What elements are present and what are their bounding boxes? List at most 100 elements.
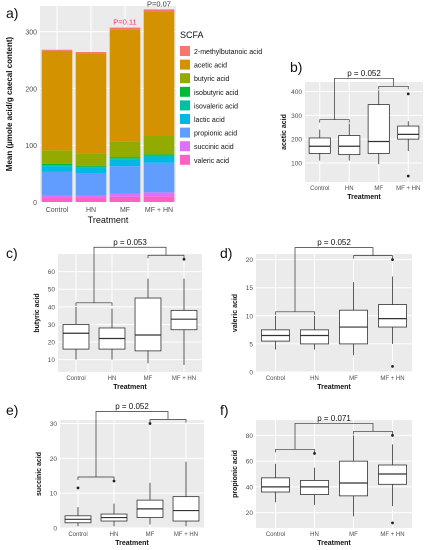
bar-segment-valeric-acid — [143, 196, 175, 202]
bar-segment-2-methylbutanoic-acid — [41, 49, 73, 51]
comparison-bracket-top — [95, 411, 169, 477]
bar-segment-isovaleric-acid — [109, 158, 141, 160]
y-tick-label: 20 — [48, 340, 56, 347]
comparison-bracket — [147, 254, 185, 259]
outlier-point — [182, 257, 186, 261]
y-axis-title: Mean (µmole acid/g caecal content) — [5, 36, 14, 171]
x-tick-label: MF + HN — [174, 532, 198, 538]
legend-swatch — [180, 154, 190, 165]
bar-segment-2-methylbutanoic-acid — [109, 27, 141, 30]
outlier-point — [112, 479, 116, 483]
y-tick-label: 0 — [53, 526, 57, 533]
p-value-annotation: P=0.07 — [147, 0, 171, 8]
legend-entry: acetic acid — [194, 63, 227, 70]
y-tick-label: 0 — [33, 200, 37, 207]
p-value-label: p = 0.071 — [317, 414, 351, 423]
x-tick-label: Control — [46, 207, 69, 214]
outlier-point — [391, 434, 394, 437]
bar-segment-acetic-acid — [75, 53, 107, 154]
box — [378, 464, 407, 485]
legend-entry: isobutyric acid — [194, 90, 238, 97]
bar-segment-lactic-acid — [41, 166, 73, 172]
boxplot-succinic-acid: 0 10 20 30 Control HN MF MF + HN p = 0.052 Treatm… — [36, 402, 204, 547]
bar-segment-succinic-acid — [109, 193, 141, 197]
x-tick-label: HN — [110, 532, 119, 538]
comparison-bracket-top — [294, 423, 374, 450]
bar-segment-butyric-acid — [41, 150, 73, 164]
y-tick-label: 40 — [246, 484, 254, 491]
box — [339, 460, 368, 497]
y-axis-title: acetic acid — [281, 114, 288, 150]
bar-segment-isovaleric-acid — [41, 165, 73, 167]
legend-entry: succinic acid — [194, 144, 234, 151]
bar-segment-2-methylbutanoic-acid — [143, 9, 175, 12]
x-tick-label: Control — [266, 532, 285, 538]
y-tick-label: 10 — [50, 491, 58, 498]
x-axis-title: Treatment — [113, 384, 147, 391]
boxplot-valeric-acid: 0 5 10 15 20 Control HN MF MF + HN p = 0.052 Treat… — [232, 238, 412, 391]
outlier-point — [406, 174, 410, 178]
box — [261, 477, 290, 493]
x-tick-label: MF + HN — [145, 207, 173, 214]
comparison-bracket — [319, 119, 350, 123]
x-tick-label: HN — [86, 207, 96, 214]
y-tick-label: 10 — [48, 357, 56, 364]
x-axis-title: Treatment — [317, 540, 351, 547]
y-tick-label: 30 — [50, 421, 58, 428]
stacked-bar-chart: 0 100 200 300 Control HN MF P=0.11 MF + HN P=0.07… — [5, 0, 262, 225]
y-tick-label: 10 — [246, 313, 254, 320]
bar-segment-acetic-acid — [143, 11, 175, 136]
legend-title: SCFA — [180, 30, 204, 40]
bar-segment-lactic-acid — [75, 167, 107, 174]
comparison-bracket — [275, 449, 315, 453]
outlier-point — [148, 422, 152, 425]
y-tick-label: 60 — [48, 269, 56, 276]
bar-segment-propionic-acid — [143, 162, 175, 193]
x-tick-label: HN — [310, 532, 319, 538]
x-tick-label: MF + HN — [380, 376, 404, 382]
x-axis-title: Treatment — [347, 194, 381, 201]
comparison-bracket — [149, 419, 187, 423]
panel-label-d: d) — [220, 245, 232, 261]
legend-entry: 2-methylbutanoic acid — [194, 49, 262, 56]
bar-segment-valeric-acid — [41, 198, 73, 202]
x-tick-label: HN — [345, 186, 354, 192]
outlier-point — [406, 92, 410, 96]
y-tick-label: 20 — [50, 456, 58, 463]
comparison-bracket — [77, 476, 115, 480]
y-tick-label: 300 — [25, 30, 37, 37]
y-tick-label: 200 — [25, 86, 37, 93]
x-tick-label: Control — [66, 376, 85, 382]
bar-segment-acetic-acid — [41, 50, 73, 151]
x-tick-label: MF — [144, 376, 153, 382]
bar-segment-isobutyric-acid — [143, 154, 175, 156]
y-tick-label: 60 — [246, 459, 254, 466]
x-tick-label: MF — [146, 532, 155, 538]
bar-segment-butyric-acid — [109, 141, 141, 158]
y-tick-label: 400 — [291, 89, 302, 96]
legend-entry: butyric acid — [194, 76, 230, 83]
legend-swatch — [180, 86, 190, 97]
bar-segment-isobutyric-acid — [41, 163, 73, 166]
outlier-point — [76, 486, 80, 490]
y-axis-title: propionic acid — [232, 450, 239, 498]
bar-segment-propionic-acid — [75, 173, 107, 196]
comparison-bracket — [275, 311, 315, 315]
legend-entry: lactic acid — [194, 117, 225, 124]
bar-segment-acetic-acid — [109, 29, 141, 142]
legend-entry: valeric acid — [194, 158, 229, 165]
legend-swatch — [180, 46, 190, 56]
box — [367, 104, 390, 154]
panel-label-e: e) — [6, 402, 18, 418]
x-tick-label: Control — [68, 532, 87, 538]
x-tick-label: HN — [108, 376, 117, 382]
bar-segment-valeric-acid — [75, 198, 107, 202]
legend-swatch — [180, 59, 190, 70]
outlier-point — [391, 364, 394, 368]
p-value-label: p = 0.052 — [115, 402, 149, 411]
boxplot-acetic-acid: 100 200 300 400 Control HN MF MF + HN p = 0.052 T… — [281, 69, 423, 201]
y-tick-label: 5 — [249, 341, 253, 348]
x-tick-label: HN — [310, 376, 319, 382]
x-tick-label: MF + HN — [396, 186, 420, 192]
